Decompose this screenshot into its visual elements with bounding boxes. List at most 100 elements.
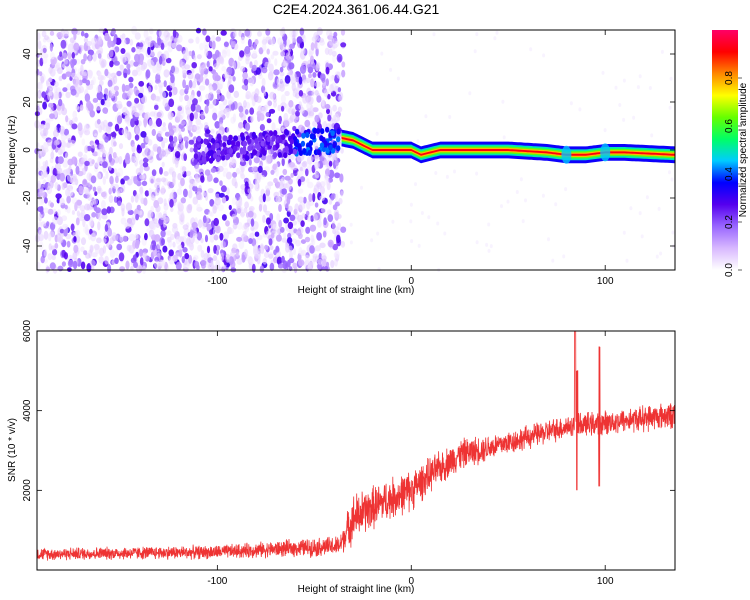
spectrogram-cell	[215, 225, 221, 234]
spectrogram-cell	[183, 153, 187, 162]
spectrogram-cell	[541, 193, 545, 198]
spectrogram-cell	[67, 51, 72, 60]
spectrogram-cell	[50, 245, 56, 251]
spectrogram-cell	[203, 138, 208, 145]
spectrogram-cell	[290, 76, 297, 85]
spectrogram-cell	[251, 99, 256, 107]
spectrogram-cell	[196, 203, 201, 212]
spectrogram-cell	[189, 242, 194, 251]
spectrogram-cell	[315, 245, 321, 252]
spectrogram-cell	[134, 112, 140, 118]
spectrogram-cell	[120, 48, 126, 54]
spectrogram-cell	[94, 161, 100, 168]
spectrogram-cell	[148, 187, 152, 197]
spectrogram-cell	[183, 188, 188, 198]
spectrogram-cell	[113, 85, 119, 92]
spectrogram-cell	[329, 83, 334, 93]
spectrogram-cell	[102, 124, 109, 132]
spectrogram-cell	[301, 161, 306, 167]
spectrogram-cell	[57, 54, 64, 61]
spectrogram-cell	[389, 67, 393, 72]
spectrogram-cell	[45, 122, 51, 130]
spectrogram-cell	[189, 112, 194, 122]
spectrogram-cell	[434, 171, 438, 175]
spectrogram-cell	[270, 169, 275, 175]
spectrogram-cell	[163, 217, 170, 223]
spectrogram-cell	[228, 84, 235, 93]
spectrogram-cell	[243, 222, 248, 230]
spectrogram-cell	[308, 258, 315, 266]
spectrogram-cell	[251, 263, 256, 273]
spectrogram-cell	[244, 109, 249, 115]
spectrogram-cell	[117, 200, 122, 207]
spectrogram-cell	[92, 52, 97, 62]
spectrogram-cell	[314, 81, 321, 88]
spectrogram-cell	[187, 72, 194, 80]
spectrogram-cell	[198, 194, 203, 201]
spectrogram-cell	[135, 213, 140, 221]
spectrogram-cell	[292, 220, 297, 226]
spectrogram-cell	[218, 192, 225, 198]
spectrogram-cell	[219, 94, 225, 102]
spectrogram-cell	[199, 123, 204, 129]
spectrogram-cell	[254, 138, 259, 145]
spectrogram-cell	[48, 66, 53, 74]
spectrogram-cell	[638, 211, 642, 216]
spectrogram-cell	[276, 213, 281, 223]
spectrogram-cell	[327, 114, 332, 122]
spectrogram-cell	[334, 250, 340, 260]
spectrogram-cell	[119, 266, 125, 272]
spectrogram-cell	[256, 96, 262, 104]
spectrogram-cell	[101, 208, 108, 216]
spectrogram-cell	[84, 123, 91, 132]
spectrogram-cell	[172, 29, 177, 38]
spectrogram-cell	[97, 53, 102, 59]
spectrogram-cell	[253, 43, 257, 50]
spectrogram-cell	[262, 214, 266, 224]
spectrogram-cell	[316, 232, 322, 241]
spectrogram-cell	[265, 36, 272, 42]
spectrogram-cell	[182, 247, 188, 253]
spectrogram-cell	[173, 136, 178, 143]
spectrogram-cell	[104, 68, 109, 77]
spectrogram-cell	[178, 248, 183, 258]
spectrogram-cell	[284, 75, 291, 84]
spectrogram-cell	[338, 197, 343, 205]
spectrogram-cell	[134, 97, 140, 104]
spectrogram-cell	[147, 41, 154, 48]
spectrogram-cell	[211, 40, 216, 50]
spectrogram-cell	[261, 77, 266, 87]
spectrogram-cell	[259, 124, 265, 131]
spectrogram-cell	[272, 50, 279, 56]
spectrogram-cell	[294, 203, 300, 212]
snr-frame	[36, 330, 676, 571]
spectrogram-cell	[139, 248, 143, 257]
spectrogram-cell	[328, 75, 334, 82]
spectrogram-cell	[133, 261, 138, 269]
spectrogram-cell	[196, 231, 203, 241]
spectrogram-cell	[90, 175, 97, 184]
spectrogram-cell	[148, 229, 155, 238]
spectrogram-cell	[95, 207, 101, 214]
spectrogram-cell	[283, 60, 288, 68]
spectrogram-cell	[168, 98, 175, 108]
spectrogram-cell	[241, 254, 246, 263]
spectrogram-cell	[159, 167, 163, 175]
spectrogram-cell	[645, 195, 649, 200]
spectrogram-cell	[294, 28, 298, 37]
spectrogram-cell	[89, 259, 96, 267]
spectrogram-cell	[295, 128, 300, 135]
spectrogram-cell	[275, 234, 282, 242]
spectrogram-cell	[140, 131, 147, 138]
spectrogram-cell	[145, 136, 150, 144]
spectrogram-cell	[189, 229, 194, 239]
spectrogram-cell	[223, 231, 229, 240]
spectrogram-cell	[669, 76, 673, 81]
spectrogram-cell	[222, 171, 227, 177]
spectrogram-x-label: Height of straight line (km)	[298, 285, 415, 296]
y-tick-label: -40	[22, 238, 33, 253]
spectrogram-cell	[340, 241, 346, 248]
spectrogram-cell	[325, 126, 330, 133]
spectrogram-cell	[268, 71, 274, 77]
